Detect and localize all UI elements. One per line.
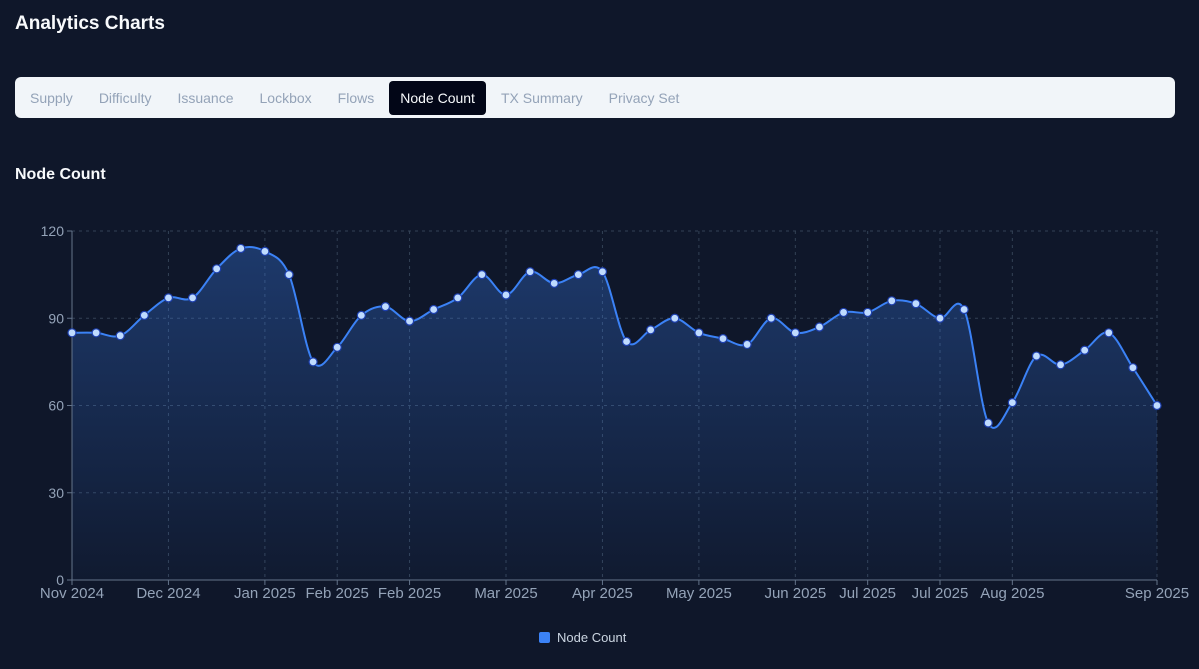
data-point: [187, 293, 198, 303]
y-tick-label: 120: [41, 223, 65, 239]
x-tick-label: Aug 2025: [980, 585, 1044, 602]
data-point: [1080, 345, 1090, 355]
data-point: [332, 342, 342, 352]
data-point: [959, 304, 969, 315]
x-tick-label: Jan 2025: [234, 585, 296, 602]
x-tick-label: Jun 2025: [764, 585, 826, 602]
data-point: [887, 296, 897, 306]
y-tick-label: 0: [56, 572, 64, 588]
chart-tab-bar: Supply Difficulty Issuance Lockbox Flows Node…: [15, 77, 1175, 118]
data-point: [1152, 400, 1162, 411]
data-point: [790, 328, 800, 338]
x-tick-label: Nov 2024: [40, 585, 104, 602]
chart-section-title: Node Count: [15, 166, 106, 183]
data-point: [597, 267, 608, 277]
series-area: [72, 246, 1157, 580]
data-point: [477, 270, 487, 280]
data-point: [163, 293, 174, 303]
data-point: [139, 310, 149, 320]
data-point: [621, 336, 632, 347]
data-point: [404, 316, 415, 326]
data-point: [670, 313, 680, 323]
page-title: Analytics Charts: [15, 13, 165, 34]
tab-flows[interactable]: Flows: [337, 90, 375, 106]
data-point: [838, 307, 849, 318]
data-point: [1128, 363, 1138, 373]
data-point: [1007, 397, 1017, 408]
data-point: [766, 313, 776, 323]
x-tick-label: Sep 2025: [1125, 585, 1189, 602]
tab-privacy-set[interactable]: Privacy Set: [608, 90, 680, 106]
y-tick-label: 30: [48, 485, 64, 501]
y-tick-label: 60: [48, 398, 64, 414]
data-point: [573, 270, 583, 280]
legend-swatch: [539, 631, 550, 643]
y-tick-label: 90: [48, 310, 64, 326]
x-tick-label: Dec 2024: [136, 585, 200, 602]
x-tick-label: Feb 2025: [306, 585, 369, 602]
tab-node-count[interactable]: Node Count: [389, 81, 486, 115]
data-point: [1055, 360, 1066, 370]
data-point: [863, 307, 873, 318]
data-point: [429, 304, 439, 315]
x-tick-label: Jul 2025: [839, 585, 896, 602]
data-point: [67, 328, 77, 338]
x-tick-label: Jul 2025: [912, 585, 969, 602]
node-count-chart: 0 30 60 90 120 Nov 2024 Dec 2024 Jan 2025 Feb 20…: [40, 223, 1189, 602]
legend-label: Node Count: [557, 629, 627, 645]
data-point: [115, 331, 125, 341]
x-tick-label: Mar 2025: [474, 585, 537, 602]
data-point: [718, 334, 728, 344]
x-tick-label: Apr 2025: [572, 585, 633, 602]
data-point: [260, 246, 270, 256]
data-point: [911, 299, 921, 309]
data-point: [236, 243, 246, 254]
tab-issuance[interactable]: Issuance: [177, 90, 234, 106]
tab-supply[interactable]: Supply: [30, 90, 73, 106]
data-point: [380, 302, 391, 312]
data-point: [212, 264, 222, 274]
tab-tx-summary[interactable]: TX Summary: [500, 90, 583, 106]
data-point: [742, 339, 752, 350]
data-point: [814, 322, 825, 332]
data-point: [694, 328, 704, 338]
chart-legend[interactable]: Node Count: [539, 628, 626, 646]
series-line: [71, 245, 1158, 429]
data-point: [284, 270, 294, 280]
data-point: [453, 293, 463, 303]
x-tick-label: Feb 2025: [378, 585, 441, 602]
data-point: [935, 313, 945, 323]
tab-lockbox[interactable]: Lockbox: [259, 90, 312, 106]
data-point: [1104, 328, 1114, 338]
data-point: [356, 310, 366, 320]
data-point: [646, 325, 656, 335]
data-point: [983, 418, 993, 428]
x-tick-label: May 2025: [666, 585, 732, 602]
data-point: [308, 357, 318, 367]
data-point: [1031, 351, 1042, 361]
data-point: [549, 278, 559, 288]
data-point: [501, 290, 511, 300]
data-point: [91, 328, 101, 338]
data-point: [525, 267, 535, 277]
tab-difficulty[interactable]: Difficulty: [98, 90, 152, 106]
